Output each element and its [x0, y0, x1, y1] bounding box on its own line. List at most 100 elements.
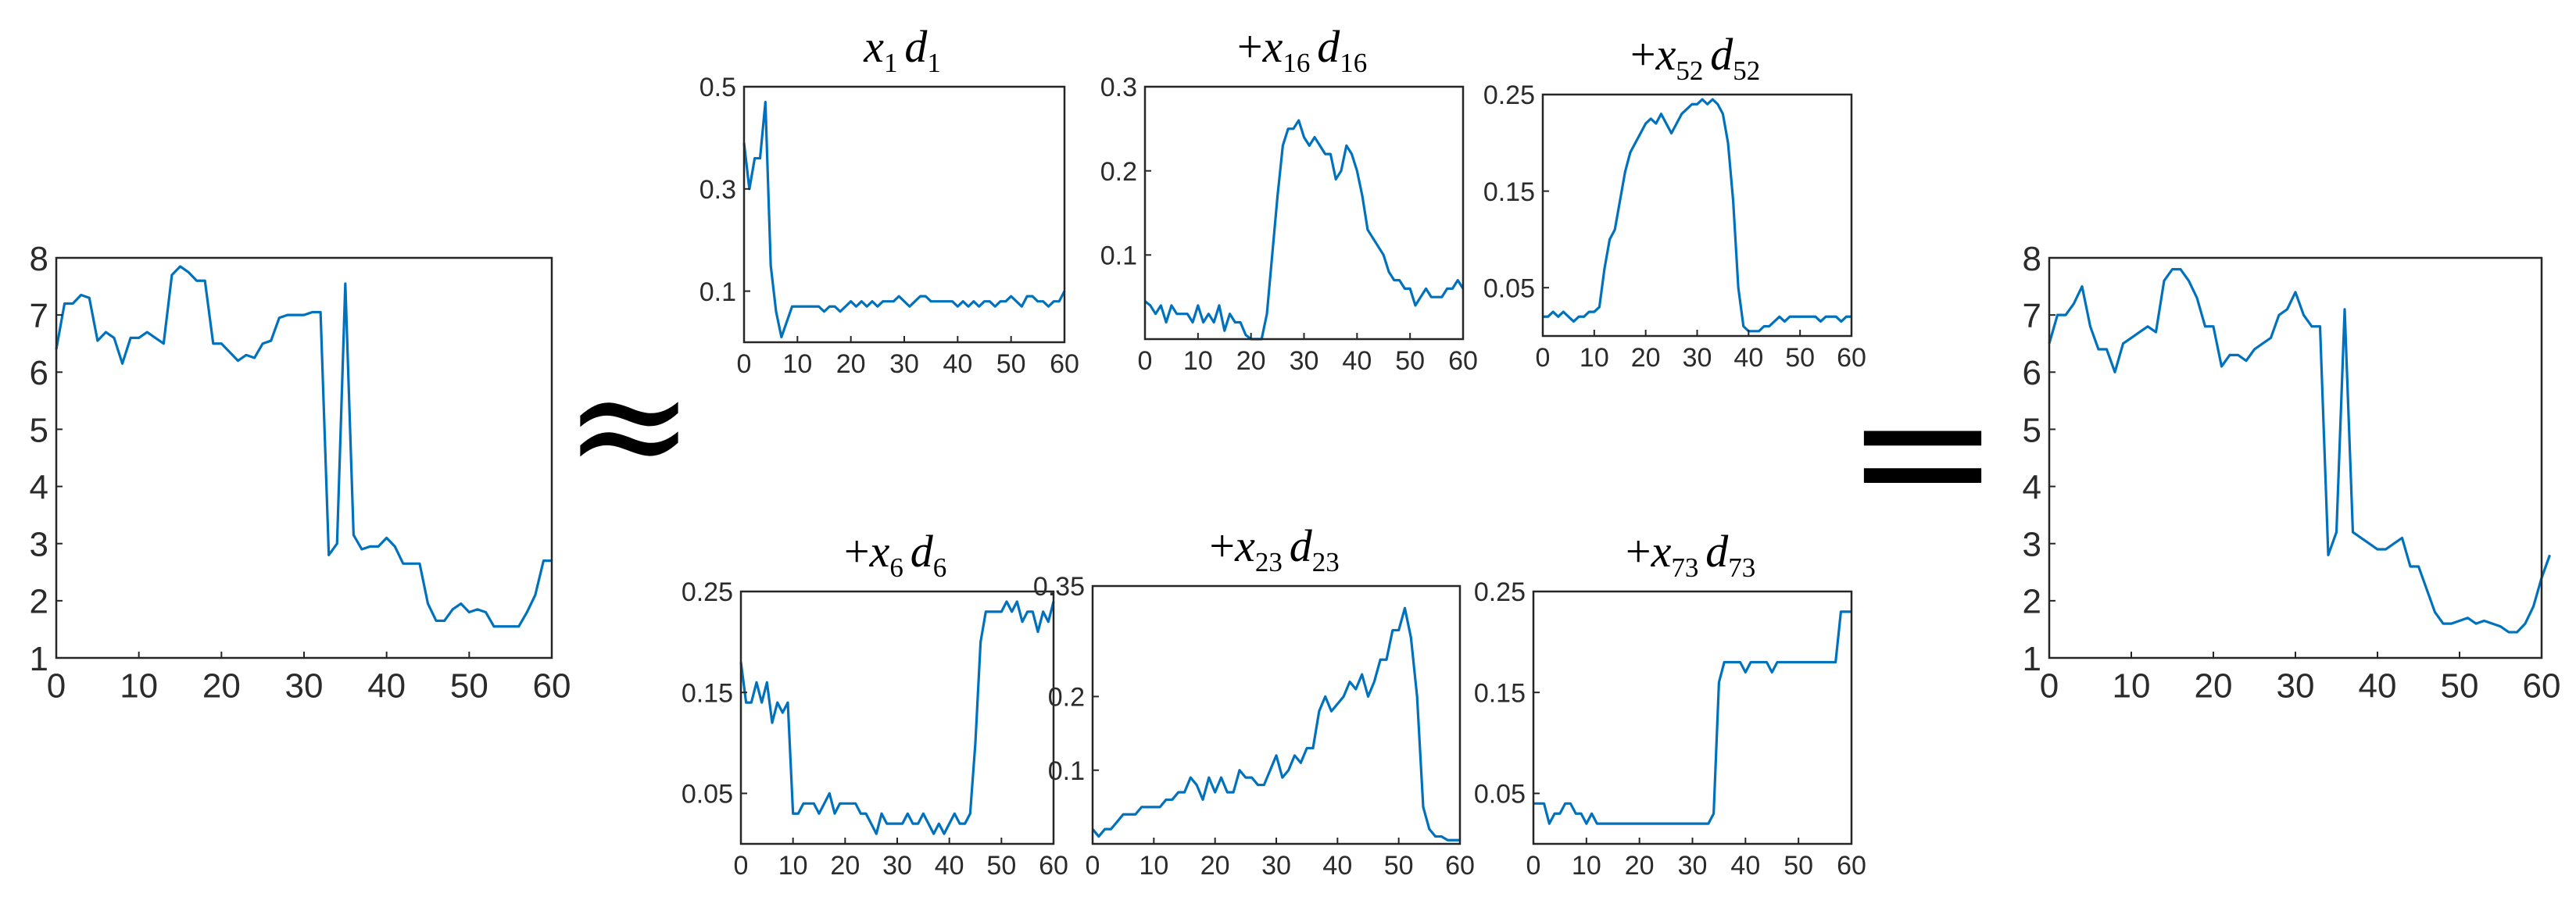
x-tick-label: 60 [533, 667, 571, 706]
x-tick-label: 50 [986, 851, 1016, 881]
axes-frame [55, 256, 553, 659]
y-tick-label: 4 [2023, 468, 2041, 506]
y-tick-label: 0.15 [1483, 177, 1535, 207]
y-tick-label: 1 [2023, 640, 2041, 678]
x-tick-label: 0 [1536, 343, 1551, 373]
y-tick-label: 0.35 [1033, 572, 1085, 602]
chart-d73: 0 10 20 30 40 50 60 0.05 0.15 0.25 +x73 d73 [1474, 526, 1866, 881]
y-tick-label: 0.3 [699, 175, 736, 205]
y-tick-label: 3 [2023, 526, 2041, 564]
x-tick-label: 40 [1322, 851, 1352, 881]
series-line [1543, 98, 1852, 333]
x-tick-label: 40 [1730, 851, 1760, 881]
panel-title: +x23 d23 [1209, 520, 1343, 577]
y-tick-label: 5 [2023, 411, 2041, 449]
x-tick-label: 30 [2277, 667, 2315, 706]
y-tick-label: 4 [30, 468, 48, 506]
x-tick-label: 0 [1526, 851, 1541, 881]
x-tick-label: 20 [202, 667, 241, 706]
series-line [55, 265, 552, 628]
y-tick-label: 0.05 [682, 780, 733, 809]
y-tick-label: 7 [30, 297, 48, 335]
y-tick-label: 0.3 [1100, 73, 1137, 102]
x-tick-label: 40 [943, 349, 972, 379]
chart-output: 0 10 20 30 40 50 60 1 2 3 4 5 6 7 8 [2023, 240, 2561, 706]
y-tick-label: 0.2 [1100, 157, 1137, 187]
axes-frame [742, 85, 1066, 344]
x-tick-label: 30 [1678, 851, 1708, 881]
chart-d16: 0 10 20 30 40 50 60 0.1 0.2 0.3 +x16 d16 [1100, 21, 1478, 376]
x-tick-label: 60 [1445, 851, 1475, 881]
x-tick-label: 10 [120, 667, 158, 706]
panel-title: +x16 d16 [1237, 21, 1371, 78]
chart-d6: 0 10 20 30 40 50 60 0.05 0.15 0.25 +x6 d6 [682, 526, 1068, 881]
series-line [742, 101, 1066, 339]
y-tick-label: 6 [2023, 354, 2041, 392]
y-tick-label: 0.2 [1048, 683, 1085, 713]
axes-frame [1143, 85, 1465, 341]
approx-symbol: ≈ [564, 334, 695, 516]
y-tick-label: 0.1 [1100, 241, 1137, 271]
y-tick-label: 3 [30, 526, 48, 564]
panel-title: x1 d1 [863, 21, 944, 78]
x-tick-label: 20 [1625, 851, 1655, 881]
equals-symbol: = [1844, 341, 2001, 560]
x-tick-label: 30 [889, 349, 919, 379]
y-tick-label: 2 [2023, 583, 2041, 621]
x-tick-label: 40 [2359, 667, 2397, 706]
x-tick-label: 50 [1384, 851, 1414, 881]
y-tick-label: 1 [30, 640, 48, 678]
y-tick-label: 8 [30, 240, 48, 278]
x-tick-label: 60 [1039, 851, 1068, 881]
x-tick-label: 40 [367, 667, 406, 706]
y-tick-label: 0.15 [682, 678, 733, 708]
x-tick-label: 10 [1139, 851, 1168, 881]
chart-d23: 0 10 20 30 40 50 60 0.1 0.2 0.35 +x23 d23 [1033, 520, 1475, 881]
y-tick-label: 0.05 [1483, 273, 1535, 303]
x-tick-label: 60 [1448, 346, 1478, 376]
x-tick-label: 0 [47, 667, 66, 706]
axes-frame [1541, 93, 1853, 338]
x-tick-label: 10 [782, 349, 812, 379]
axes-frame [2048, 256, 2543, 659]
x-tick-label: 60 [2523, 667, 2561, 706]
y-tick-label: 6 [30, 354, 48, 392]
x-tick-label: 0 [1086, 851, 1100, 881]
panel-title: +x52 d52 [1630, 29, 1764, 86]
x-tick-label: 50 [1784, 851, 1813, 881]
chart-d1: 0 10 20 30 40 50 60 0.1 0.3 0.5 x1 d1 [699, 21, 1079, 379]
series-line [739, 600, 1055, 835]
panel-title: +x6 d6 [844, 526, 950, 583]
y-tick-label: 8 [2023, 240, 2041, 278]
chart-d52: 0 10 20 30 40 50 60 0.05 0.15 0.25 +x52 d52 [1483, 29, 1866, 373]
x-tick-label: 60 [1050, 349, 1079, 379]
y-tick-label: 0.1 [1048, 756, 1085, 786]
x-tick-label: 50 [1785, 343, 1815, 373]
x-tick-label: 10 [1183, 346, 1213, 376]
x-tick-label: 10 [778, 851, 808, 881]
x-tick-label: 50 [996, 349, 1026, 379]
x-tick-label: 20 [1200, 851, 1230, 881]
x-tick-label: 40 [1733, 343, 1763, 373]
x-tick-label: 50 [2441, 667, 2479, 706]
axes-frame [1532, 590, 1853, 845]
x-tick-label: 30 [1290, 346, 1319, 376]
y-tick-label: 0.5 [699, 73, 736, 102]
x-tick-label: 30 [1683, 343, 1712, 373]
x-tick-label: 20 [1236, 346, 1266, 376]
x-tick-label: 10 [2113, 667, 2151, 706]
x-tick-label: 60 [1837, 343, 1866, 373]
x-tick-label: 10 [1572, 851, 1601, 881]
y-tick-label: 0.25 [1474, 577, 1526, 607]
x-tick-label: 0 [737, 349, 752, 379]
x-tick-label: 10 [1580, 343, 1609, 373]
y-tick-label: 0.05 [1474, 780, 1526, 809]
y-tick-label: 0.15 [1474, 678, 1526, 708]
x-tick-label: 30 [1261, 851, 1291, 881]
x-tick-label: 0 [734, 851, 749, 881]
x-tick-label: 20 [1631, 343, 1661, 373]
x-tick-label: 40 [1342, 346, 1372, 376]
x-tick-label: 40 [935, 851, 964, 881]
